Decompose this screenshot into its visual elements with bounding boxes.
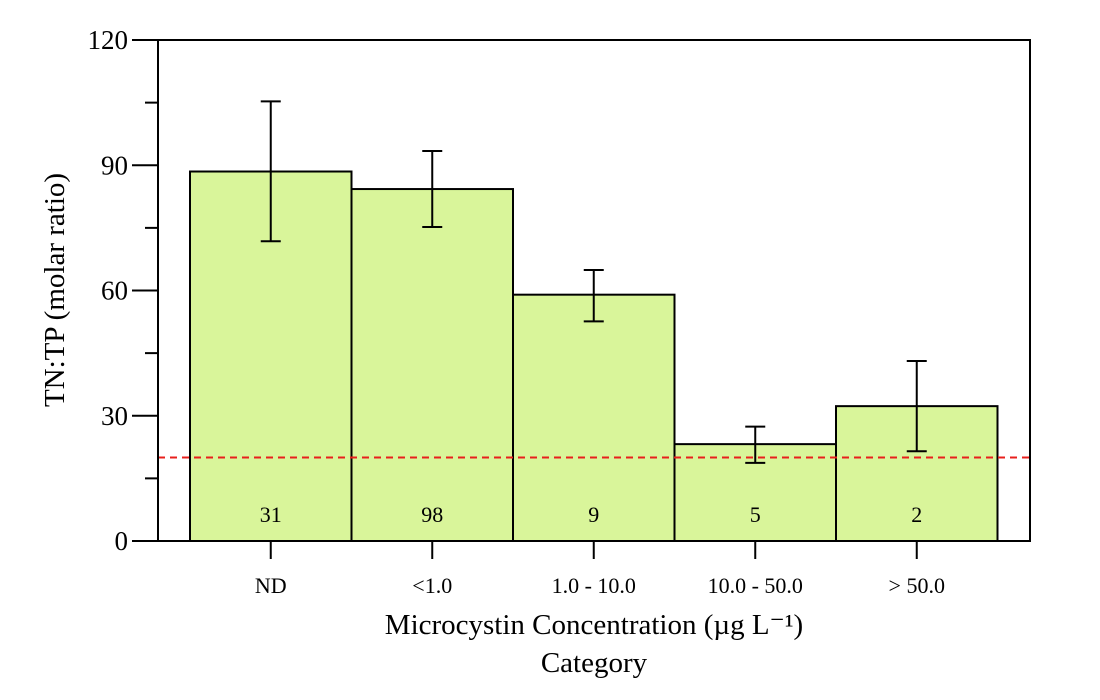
x-tick-label-2: 1.0 - 10.0 xyxy=(552,573,636,598)
sample-size-label-4: 2 xyxy=(911,502,922,527)
x-tick-label-3: 10.0 - 50.0 xyxy=(708,573,803,598)
bar-1 xyxy=(350,188,514,543)
sample-size-label-2: 9 xyxy=(588,502,599,527)
error-bar-2 xyxy=(583,269,604,323)
y-axis-ticks: 0 30 60 90 120 xyxy=(88,25,158,556)
y-tick-label-4: 120 xyxy=(88,25,129,55)
y-tick-label-3: 90 xyxy=(101,150,128,180)
x-tick-label-4: > 50.0 xyxy=(889,573,945,598)
x-axis-ticks: ND <1.0 1.0 - 10.0 10.0 - 50.0 > 50.0 xyxy=(255,541,945,598)
error-bar-3 xyxy=(745,425,766,464)
error-bar-1 xyxy=(422,150,443,229)
y-tick-label-2: 60 xyxy=(101,276,128,306)
bars-layer xyxy=(189,170,999,543)
y-tick-label-0: 0 xyxy=(115,526,129,556)
bar-2 xyxy=(512,293,676,542)
error-bars-layer xyxy=(260,100,927,464)
y-tick-label-1: 30 xyxy=(101,401,128,431)
x-axis-subtitle: Category xyxy=(541,647,648,679)
y-axis-title: TN:TP (molar ratio) xyxy=(39,173,71,407)
error-bar-4 xyxy=(906,360,927,453)
error-bar-0 xyxy=(260,100,281,243)
sample-size-label-3: 5 xyxy=(750,502,761,527)
sample-size-labels-layer: 31 98 9 5 2 xyxy=(260,502,923,527)
x-tick-label-1: <1.0 xyxy=(412,573,452,598)
sample-size-label-0: 31 xyxy=(260,502,282,527)
x-tick-label-0: ND xyxy=(255,573,287,598)
x-axis-title: Microcystin Concentration (µg L⁻¹) xyxy=(385,609,803,641)
sample-size-label-1: 98 xyxy=(421,502,443,527)
